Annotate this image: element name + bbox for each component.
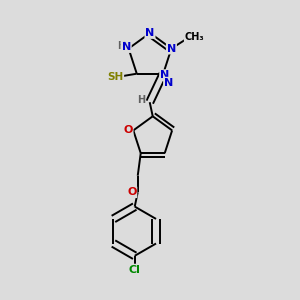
- Text: O: O: [127, 187, 136, 197]
- Text: Cl: Cl: [129, 265, 141, 275]
- Text: N: N: [146, 28, 154, 38]
- Text: H: H: [137, 95, 146, 105]
- Text: CH₃: CH₃: [185, 32, 204, 41]
- Text: H: H: [117, 40, 125, 50]
- Text: N: N: [160, 70, 170, 80]
- Text: O: O: [123, 125, 133, 135]
- Text: N: N: [164, 78, 173, 88]
- Text: N: N: [122, 42, 131, 52]
- Text: SH: SH: [107, 72, 123, 82]
- Text: N: N: [167, 44, 176, 53]
